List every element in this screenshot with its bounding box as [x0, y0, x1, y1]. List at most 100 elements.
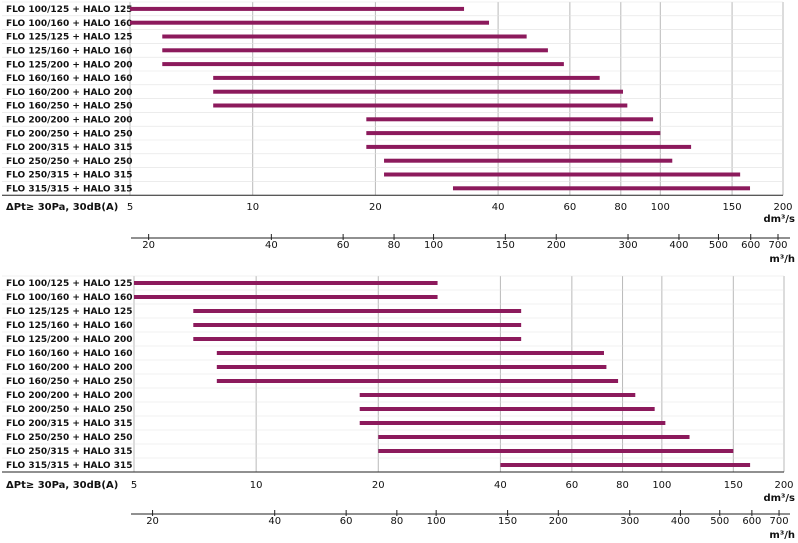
x-tick-label: 10	[246, 202, 259, 213]
range-bar	[378, 449, 734, 453]
x2-tick-label: 150	[496, 240, 515, 251]
row-label: FLO 160/250 + HALO 250	[6, 377, 133, 387]
row-label: FLO 100/125 + HALO 125	[6, 279, 133, 289]
row-label: FLO 250/250 + HALO 250	[6, 433, 133, 443]
x2-tick-label: 40	[268, 516, 281, 527]
range-bar	[213, 89, 623, 94]
chart-panel-2: FLO 100/125 + HALO 125 FLO 100/160 + HALO…	[2, 275, 795, 541]
x2-tick-label: 20	[146, 516, 159, 527]
x-tick-label: 10	[250, 480, 263, 491]
x2-tick-label: 200	[549, 516, 568, 527]
x2-tick-label: 300	[620, 516, 639, 527]
x-tick-label: 150	[723, 202, 742, 213]
range-bar	[366, 131, 661, 136]
x2-tick-label: 100	[427, 516, 446, 527]
x2-tick-label: 80	[390, 516, 403, 527]
row-label: FLO 125/200 + HALO 200	[6, 335, 133, 345]
x2-tick-label: 100	[424, 240, 443, 251]
range-bar	[384, 158, 673, 163]
condition-label: ΔPt≥ 30Pa, 30dB(A)	[6, 202, 118, 213]
x2-tick-label: 400	[669, 240, 688, 251]
row-label: FLO 125/125 + HALO 125	[6, 33, 133, 43]
x2-tick-label: 600	[741, 240, 760, 251]
row-label: FLO 100/125 + HALO 125	[6, 5, 133, 15]
range-bar	[500, 463, 751, 467]
row-label: FLO 160/200 + HALO 200	[6, 363, 133, 373]
range-bar	[366, 144, 692, 149]
row-label: FLO 125/125 + HALO 125	[6, 307, 133, 317]
row-label: FLO 250/250 + HALO 250	[6, 157, 133, 167]
range-bar	[162, 34, 527, 39]
row-label: FLO 125/160 + HALO 160	[6, 321, 133, 331]
range-bar	[216, 379, 619, 383]
x2-tick-label: 60	[340, 516, 353, 527]
range-bar	[384, 172, 741, 177]
range-bar	[216, 351, 604, 355]
row-label: FLO 250/315 + HALO 315	[6, 171, 133, 181]
x2-unit-label: m³/h	[769, 254, 795, 265]
x-tick-label: 5	[131, 480, 137, 491]
x2-tick-label: 40	[265, 240, 278, 251]
range-bar	[359, 393, 636, 397]
x-tick-label: 40	[494, 480, 507, 491]
x2-unit-label: m³/h	[769, 530, 795, 541]
x-tick-label: 40	[492, 202, 505, 213]
range-bar	[378, 435, 690, 439]
range-bar	[213, 75, 600, 80]
row-label: FLO 100/160 + HALO 160	[6, 293, 133, 303]
row-label: FLO 200/250 + HALO 250	[6, 129, 133, 139]
x-tick-label: 100	[652, 480, 671, 491]
chart-panel-1: FLO 100/125 + HALO 125 FLO 100/160 + HALO…	[2, 1, 795, 265]
range-bar	[134, 281, 438, 285]
range-bar	[134, 295, 438, 299]
row-label: FLO 160/250 + HALO 250	[6, 102, 133, 112]
range-bar	[366, 117, 654, 122]
range-bar	[193, 337, 522, 341]
range-bar	[162, 62, 564, 67]
range-bar	[193, 323, 522, 327]
row-label: FLO 125/200 + HALO 200	[6, 60, 133, 70]
x2-tick-label: 60	[337, 240, 350, 251]
x-tick-label: 80	[614, 202, 627, 213]
range-bar	[130, 6, 465, 11]
row-label: FLO 100/160 + HALO 160	[6, 19, 133, 29]
x-unit-label: dm³/s	[763, 214, 795, 225]
row-label: FLO 160/200 + HALO 200	[6, 88, 133, 98]
row-label: FLO 125/160 + HALO 160	[6, 47, 133, 57]
x-tick-label: 20	[369, 202, 382, 213]
x2-tick-label: 80	[388, 240, 401, 251]
row-label: FLO 200/315 + HALO 315	[6, 419, 133, 429]
range-bar	[193, 309, 522, 313]
range-bar	[162, 48, 548, 53]
x2-tick-label: 200	[547, 240, 566, 251]
range-bar	[452, 186, 751, 191]
x-tick-label: 80	[616, 480, 629, 491]
x-tick-label: 150	[724, 480, 743, 491]
x2-tick-label: 400	[671, 516, 690, 527]
row-label: FLO 315/315 + HALO 315	[6, 461, 133, 471]
x-tick-label: 200	[773, 202, 792, 213]
x2-tick-label: 500	[709, 240, 728, 251]
range-bar	[216, 365, 607, 369]
row-label: FLO 250/315 + HALO 315	[6, 447, 133, 457]
condition-label: ΔPt≥ 30Pa, 30dB(A)	[6, 480, 118, 491]
x2-tick-label: 20	[142, 240, 155, 251]
x2-tick-label: 500	[710, 516, 729, 527]
x2-tick-label: 700	[768, 240, 787, 251]
row-label: FLO 200/315 + HALO 315	[6, 143, 133, 153]
x2-tick-label: 150	[498, 516, 517, 527]
x-tick-label: 200	[774, 480, 793, 491]
range-bar	[359, 421, 666, 425]
x-tick-label: 20	[372, 480, 385, 491]
range-bar	[359, 407, 655, 411]
row-label: FLO 160/160 + HALO 160	[6, 349, 133, 359]
range-bar	[130, 20, 490, 25]
range-bar	[213, 103, 628, 108]
row-label: FLO 200/250 + HALO 250	[6, 405, 133, 415]
x-tick-label: 60	[565, 480, 578, 491]
x-tick-label: 5	[127, 202, 133, 213]
x-unit-label: dm³/s	[763, 493, 795, 504]
row-label: FLO 200/200 + HALO 200	[6, 391, 133, 401]
x-tick-label: 60	[564, 202, 577, 213]
